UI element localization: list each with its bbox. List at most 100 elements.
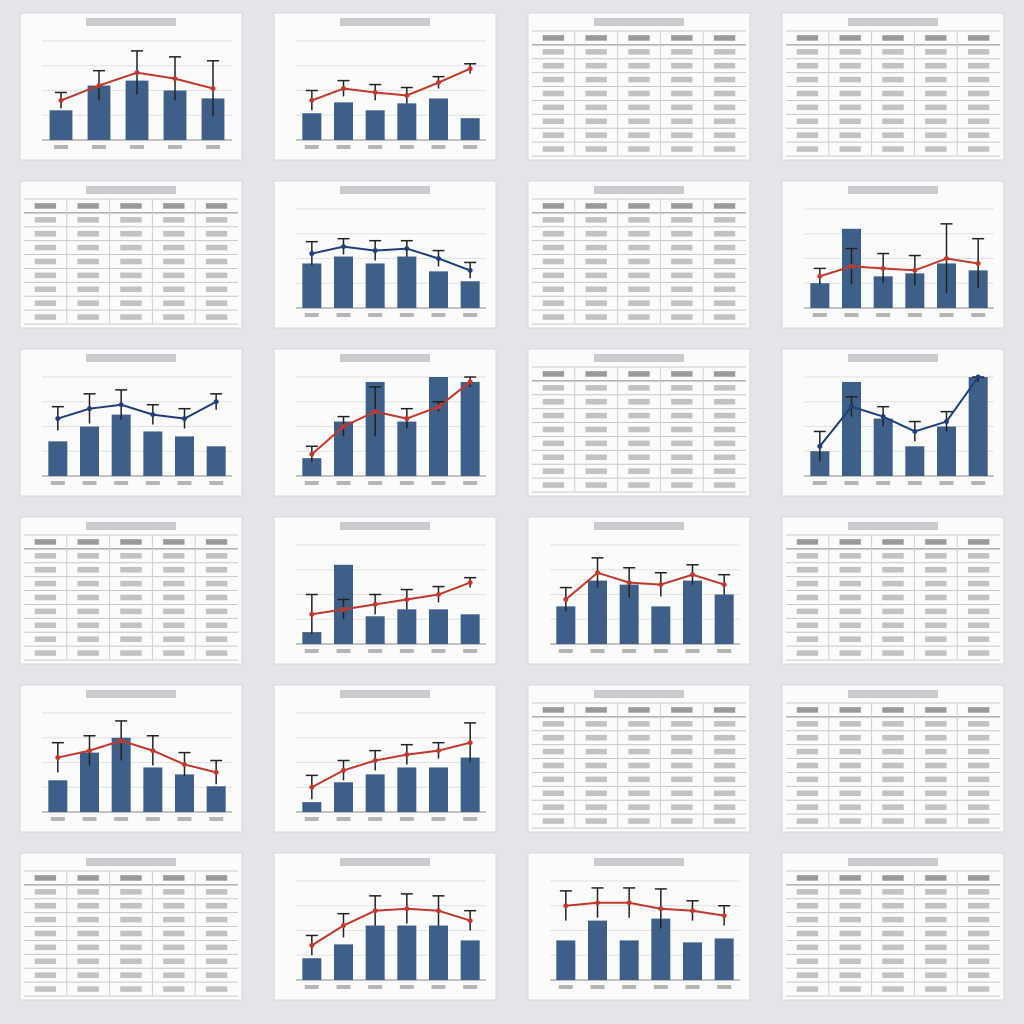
title-placeholder [594, 690, 684, 698]
cell-placeholder [839, 818, 861, 824]
cell-placeholder [120, 889, 142, 895]
cell-placeholder [796, 958, 819, 965]
bar [302, 263, 322, 308]
line-point [658, 906, 664, 912]
line-point [210, 86, 216, 92]
cell-placeholder [671, 762, 693, 769]
bar [905, 273, 925, 308]
cell-placeholder [205, 986, 228, 992]
cell-placeholder [163, 300, 185, 306]
cell-placeholder [628, 482, 650, 488]
cell-placeholder [796, 580, 819, 587]
x-label-placeholder [92, 145, 106, 149]
x-label-placeholder [653, 985, 668, 989]
cell-placeholder [839, 958, 861, 965]
cell-placeholder [925, 776, 947, 783]
line-point [563, 596, 569, 602]
cell-placeholder [882, 118, 904, 125]
bar [842, 381, 861, 476]
bar [588, 920, 607, 980]
cell-placeholder [163, 889, 185, 895]
cell-placeholder [163, 286, 185, 293]
cell-placeholder [882, 889, 904, 895]
cell-placeholder [925, 986, 947, 992]
cell-placeholder [585, 104, 607, 111]
cell-placeholder [671, 385, 693, 391]
line-point [721, 582, 727, 588]
cell-placeholder [839, 104, 861, 111]
cell-placeholder [882, 818, 904, 824]
cell-placeholder [34, 244, 57, 251]
title-placeholder [848, 690, 938, 698]
title-placeholder [848, 354, 938, 362]
cell-placeholder [925, 594, 947, 601]
title-placeholder [848, 522, 938, 530]
bar [334, 102, 353, 140]
cell-placeholder [671, 468, 693, 474]
line-point [87, 748, 92, 754]
cell-placeholder [163, 580, 185, 587]
cell-placeholder [34, 889, 57, 895]
cell-placeholder [713, 258, 736, 265]
cell-placeholder [205, 944, 228, 951]
cell-placeholder [713, 482, 736, 488]
cell-placeholder [839, 594, 861, 601]
x-label-placeholder [168, 145, 182, 149]
cell-placeholder [713, 790, 736, 797]
line-point [975, 374, 981, 380]
cell-placeholder [796, 539, 819, 545]
cell-placeholder [839, 930, 861, 937]
line-point [182, 416, 187, 422]
cell-placeholder [542, 62, 565, 69]
bar [968, 270, 988, 308]
line-point [563, 903, 569, 909]
cell-placeholder [671, 35, 693, 41]
cell-placeholder [839, 76, 861, 83]
bar [365, 263, 385, 308]
cell-placeholder [967, 104, 990, 111]
cell-placeholder [796, 566, 819, 573]
cell-placeholder [967, 707, 990, 713]
bar [397, 609, 417, 644]
cell-placeholder [967, 62, 990, 69]
cell-placeholder [163, 272, 185, 279]
title-placeholder [594, 354, 684, 362]
cell-placeholder [713, 76, 736, 83]
x-label-placeholder [336, 817, 351, 821]
cell-placeholder [839, 539, 861, 545]
cell-placeholder [542, 90, 565, 97]
cell-placeholder [77, 203, 99, 209]
cell-placeholder [628, 426, 650, 433]
cell-placeholder [77, 314, 99, 320]
cell-placeholder [882, 958, 904, 965]
cell-placeholder [34, 258, 57, 265]
line [819, 376, 979, 447]
line-point [912, 428, 918, 434]
x-label-placeholder [431, 145, 446, 149]
line [311, 581, 471, 616]
cell-placeholder [77, 958, 99, 965]
title-placeholder [86, 354, 176, 362]
line-point [372, 248, 378, 254]
cell-placeholder [163, 539, 185, 545]
cell-placeholder [120, 580, 142, 587]
cell-placeholder [628, 790, 650, 797]
x-label-placeholder [812, 481, 827, 485]
line-point [118, 738, 124, 744]
cell-placeholder [925, 76, 947, 83]
cell-placeholder [839, 734, 861, 741]
x-label-placeholder [463, 481, 478, 485]
title-placeholder [340, 186, 430, 194]
cell-placeholder [925, 818, 947, 824]
cell-placeholder [839, 608, 861, 615]
line-point [213, 399, 219, 405]
cell-placeholder [839, 889, 861, 895]
cell-placeholder [205, 930, 228, 937]
cell-placeholder [796, 146, 819, 152]
line-point [372, 89, 378, 95]
cell-placeholder [34, 203, 57, 209]
cell-placeholder [796, 734, 819, 741]
cell-placeholder [120, 230, 142, 237]
cell-placeholder [925, 790, 947, 797]
cell-placeholder [77, 916, 99, 923]
